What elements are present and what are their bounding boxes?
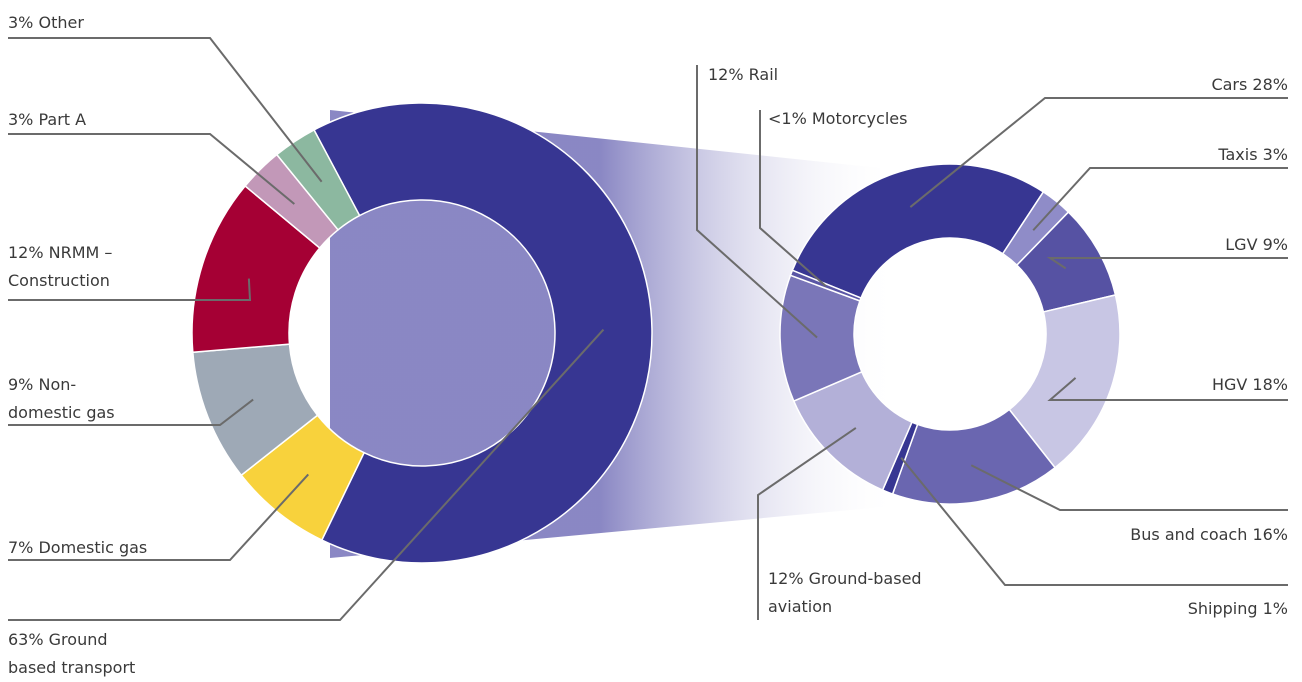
segment-label: 12% NRMM – Construction xyxy=(8,243,112,290)
segment-label: 63% Ground based transport xyxy=(8,630,135,677)
leader-line xyxy=(1032,167,1288,231)
segment-label: HGV 18% xyxy=(1212,375,1288,394)
label-line: 3% Other xyxy=(8,13,84,32)
label-line: <1% Motorcycles xyxy=(768,109,907,128)
segment-label: <1% Motorcycles xyxy=(768,109,907,128)
leader-line xyxy=(757,427,857,620)
segment-label: Taxis 3% xyxy=(1217,145,1288,164)
label-line: 3% Part A xyxy=(8,110,86,129)
label-line: aviation xyxy=(768,597,832,616)
leader-line xyxy=(759,110,827,287)
label-line: based transport xyxy=(8,658,135,677)
leader-line xyxy=(1046,257,1288,270)
segment-label: 3% Other xyxy=(8,13,84,32)
label-line: domestic gas xyxy=(8,403,115,422)
label-line: HGV 18% xyxy=(1212,375,1288,394)
label-line: Construction xyxy=(8,271,110,290)
leader-line xyxy=(1047,377,1288,401)
segment-label: 7% Domestic gas xyxy=(8,538,147,557)
leader-line xyxy=(8,398,254,426)
label-line: Cars 28% xyxy=(1211,75,1288,94)
segment-label: Bus and coach 16% xyxy=(1130,525,1288,544)
label-line: Bus and coach 16% xyxy=(1130,525,1288,544)
donut-segment xyxy=(275,128,361,231)
label-line: 63% Ground xyxy=(8,630,108,649)
label-line: Taxis 3% xyxy=(1217,145,1288,164)
leader-line xyxy=(696,65,818,339)
segment-label: 3% Part A xyxy=(8,110,86,129)
segment-label: Shipping 1% xyxy=(1188,599,1288,618)
leader-line xyxy=(970,464,1288,511)
leader-line xyxy=(8,278,252,301)
leader-line xyxy=(909,97,1288,208)
donut-segment xyxy=(791,163,1045,300)
leader-line xyxy=(900,457,1288,586)
segment-label: Cars 28% xyxy=(1211,75,1288,94)
segment-label: 12% Rail xyxy=(708,65,778,84)
label-line: LGV 9% xyxy=(1225,235,1288,254)
label-line: 7% Domestic gas xyxy=(8,538,147,557)
donut-segment xyxy=(313,102,653,564)
label-line: 9% Non- xyxy=(8,375,76,394)
leader-line xyxy=(8,473,309,561)
label-line: Shipping 1% xyxy=(1188,599,1288,618)
label-line: 12% Rail xyxy=(708,65,778,84)
label-line: 12% NRMM – xyxy=(8,243,112,262)
segment-label: 9% Non-domestic gas xyxy=(8,375,115,422)
leader-line xyxy=(8,328,605,621)
segment-label: LGV 9% xyxy=(1225,235,1288,254)
leader-line xyxy=(8,133,295,205)
label-line: 12% Ground-based xyxy=(768,569,922,588)
segment-label: 12% Ground-based aviation xyxy=(768,569,922,616)
leader-line xyxy=(8,37,323,183)
